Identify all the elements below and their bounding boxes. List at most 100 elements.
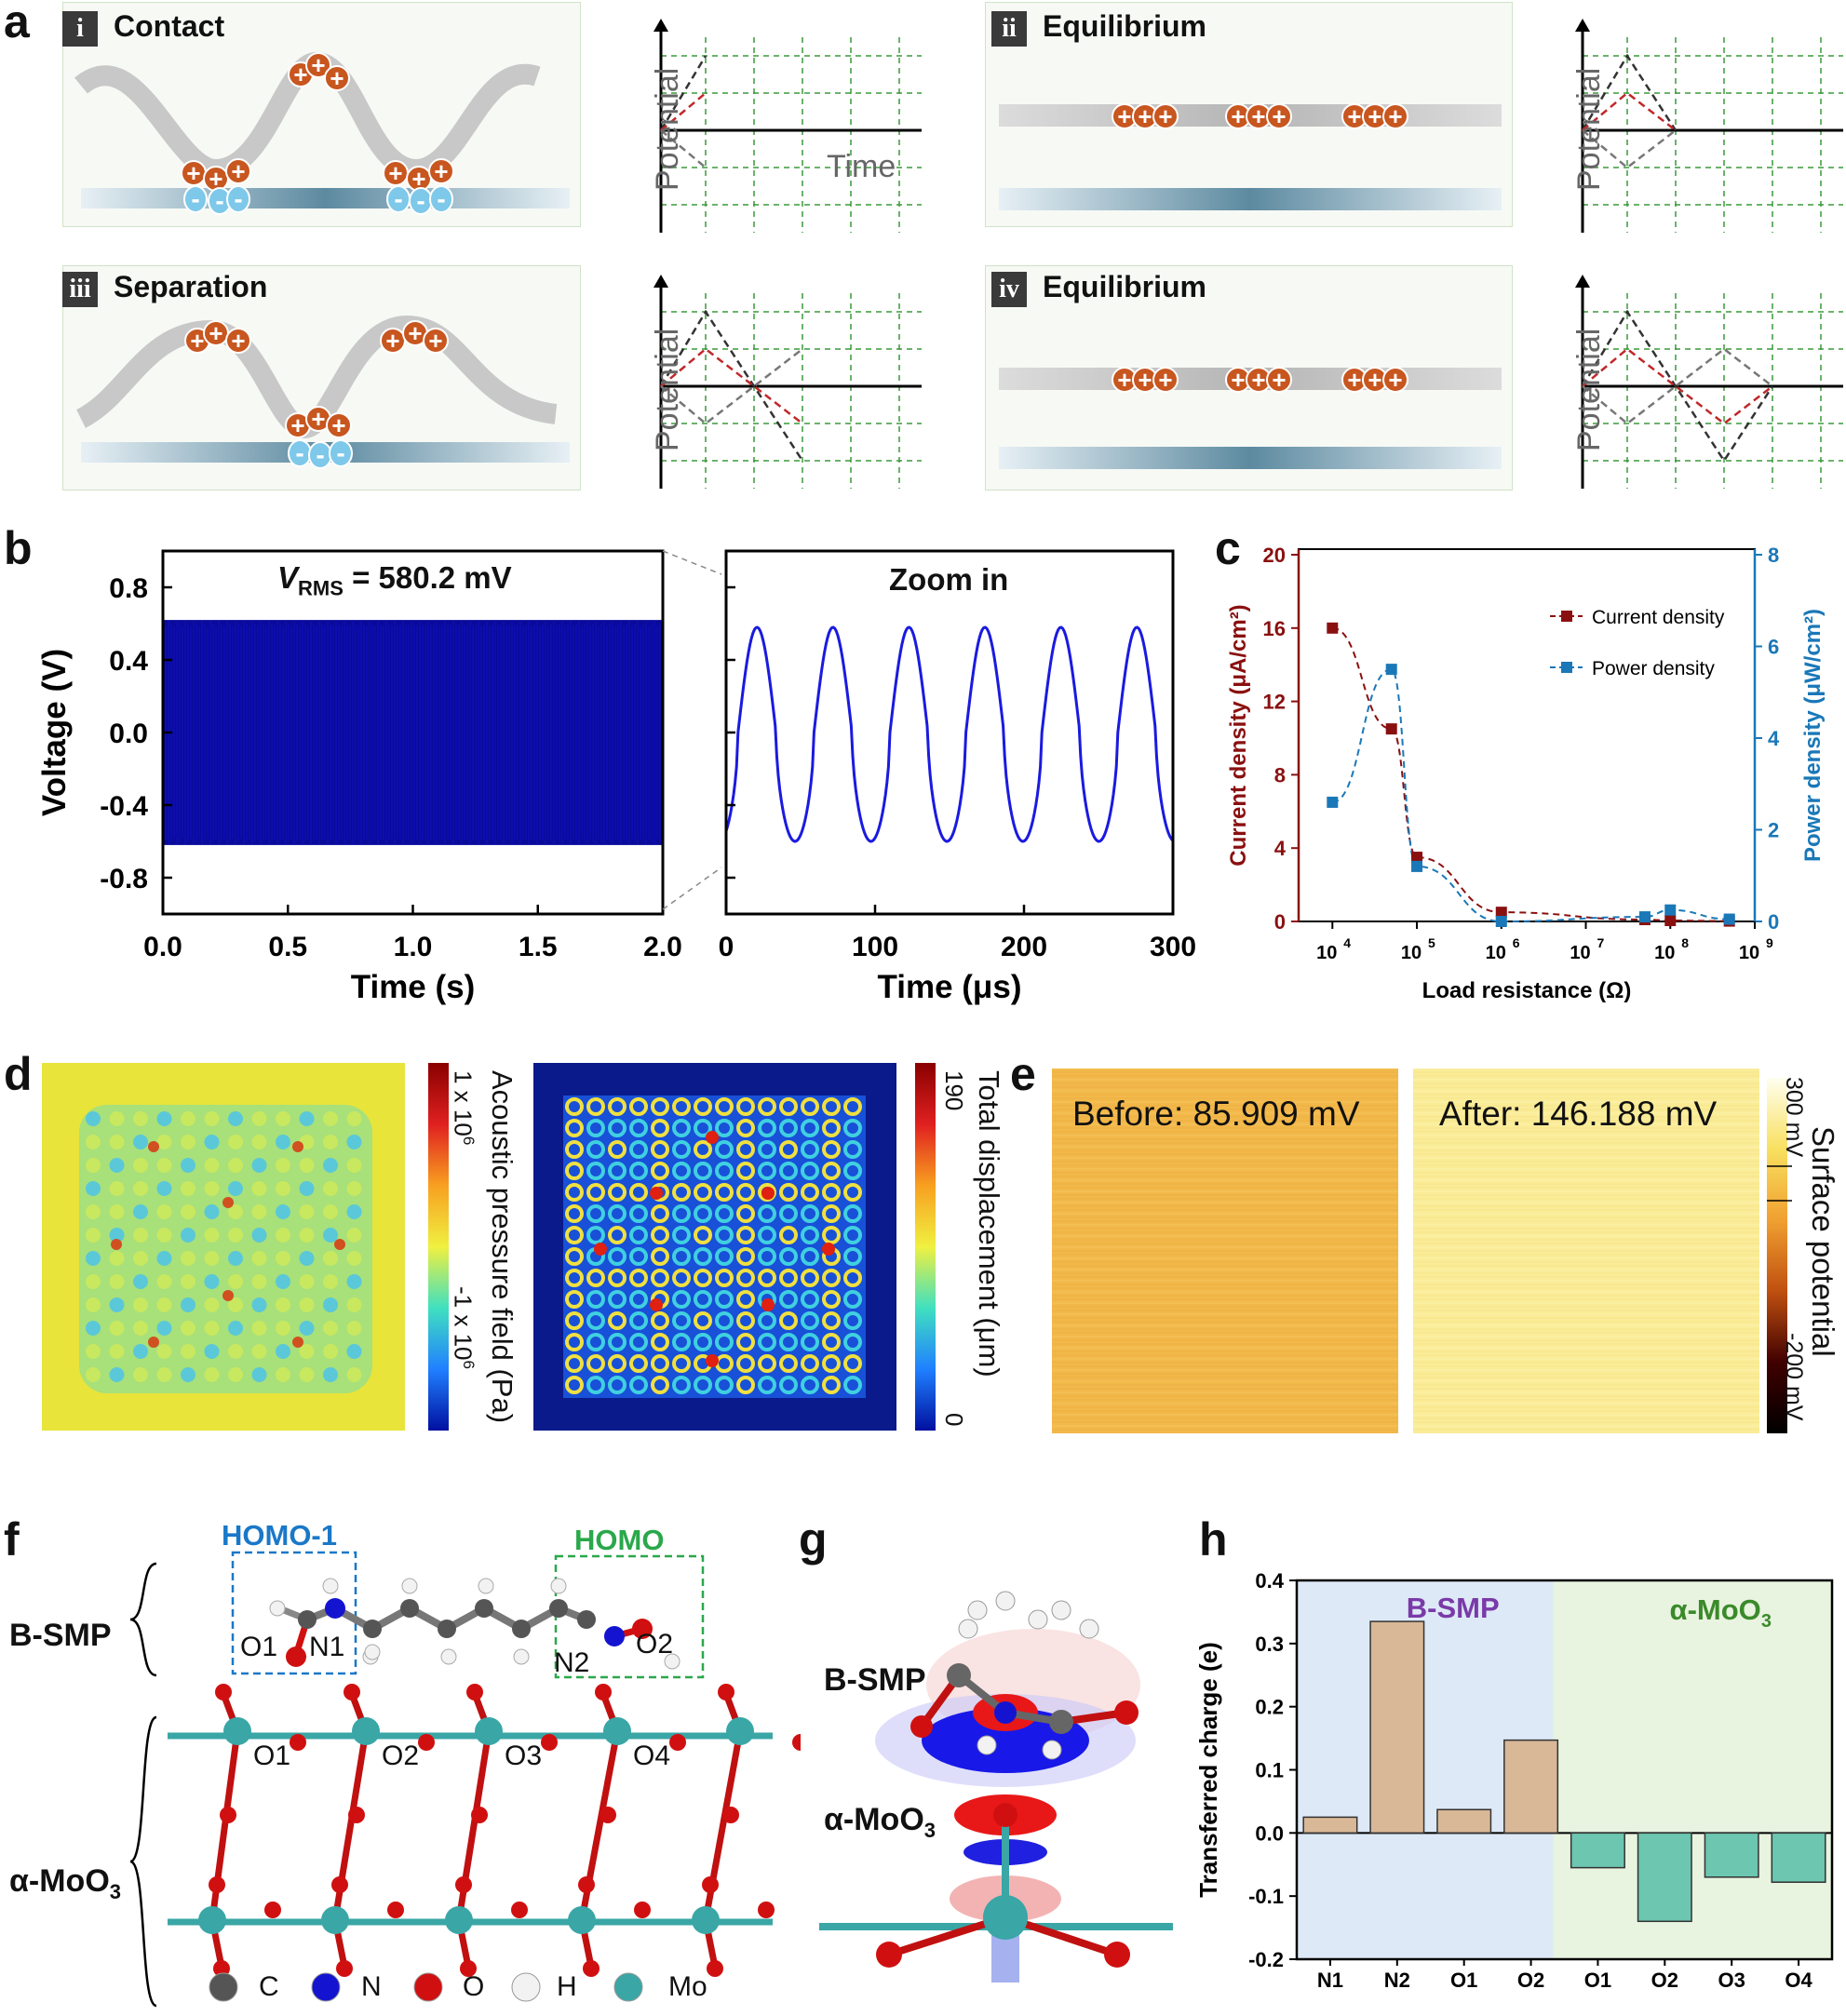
- c-x-tick-label: 10: [1570, 943, 1590, 963]
- displacement-ring: [822, 1269, 841, 1287]
- molecule-n1: [325, 1598, 345, 1619]
- displacement-ring: [565, 1311, 584, 1330]
- potential-line-dark: [1581, 309, 1774, 464]
- acoustic-spot: [204, 1344, 220, 1359]
- molecule-hydrogen-9: [364, 1644, 381, 1660]
- acoustic-spot: [346, 1297, 362, 1312]
- acoustic-spot: [276, 1158, 290, 1173]
- positive-charge-ii-5-sign: +: [1272, 102, 1286, 130]
- mo-atom-bottom-4: [692, 1906, 720, 1934]
- acoustic-spot: [228, 1111, 243, 1126]
- displacement-ring: [629, 1226, 648, 1244]
- displacement-ring: [715, 1183, 734, 1202]
- acoustic-spot: [251, 1274, 267, 1289]
- acoustic-spot: [346, 1344, 362, 1359]
- displacement-ring: [736, 1097, 755, 1116]
- displacement-ring: [758, 1333, 776, 1351]
- moo3-brace: [129, 1715, 157, 2008]
- displacement-ring: [694, 1183, 712, 1202]
- displacement-ring: [715, 1247, 734, 1266]
- acoustic-spot: [251, 1111, 267, 1126]
- c-x-tick-exp: 6: [1513, 935, 1520, 950]
- acoustic-spot: [228, 1321, 243, 1336]
- positive-charge-i-5: [428, 158, 454, 184]
- displacement-ring: [629, 1097, 648, 1116]
- homo-label: HOMO: [574, 1524, 665, 1556]
- displacement-ring: [715, 1119, 734, 1137]
- x-tick-label-right: 200: [1001, 932, 1047, 962]
- displacement-ring: [672, 1354, 691, 1373]
- molecule-hydrogen-5: [478, 1578, 494, 1594]
- displacement-ring: [586, 1140, 605, 1159]
- g-h-atom-6: [1042, 1740, 1062, 1760]
- acoustic-spot: [204, 1228, 220, 1243]
- acoustic-spot: [133, 1158, 148, 1173]
- displacement-ring: [779, 1140, 798, 1159]
- potential-plot-equilibrium-2: [1575, 275, 1843, 489]
- acoustic-spot: [204, 1297, 220, 1312]
- displacement-ring: [843, 1226, 862, 1244]
- acoustic-spot: [86, 1297, 101, 1312]
- charge-bar-1: [1369, 1620, 1425, 1835]
- equilibrium-1-illustration: [999, 104, 1502, 210]
- acoustic-spot: [181, 1297, 195, 1312]
- g-o-atom-mol-1: [1114, 1700, 1139, 1725]
- charge-category-label-1: N2: [1384, 1969, 1410, 1992]
- current-density-point-5: [1664, 915, 1677, 927]
- panel-label-a: a: [4, 0, 30, 47]
- negative-charge-i-3-sign: -: [394, 184, 402, 213]
- displacement-ring: [565, 1183, 584, 1202]
- positive-charge-i-0-sign: +: [186, 159, 200, 187]
- acoustic-pressure-bottom: -1 x 106: [449, 1286, 478, 1369]
- g-o-atom-left: [876, 1942, 902, 1968]
- acoustic-spot: [346, 1204, 362, 1219]
- c-x-tick-label: 10: [1316, 943, 1337, 963]
- panel-label-f: f: [4, 1513, 20, 1566]
- displacement-ring: [608, 1269, 627, 1287]
- positive-charge-i-top-1: [305, 52, 331, 78]
- x-tick-label-left: 0.0: [143, 932, 182, 962]
- displacement-ring: [586, 1119, 605, 1137]
- displacement-ring: [843, 1354, 862, 1373]
- acoustic-spot: [86, 1181, 101, 1196]
- displacement-ring: [565, 1354, 584, 1373]
- potential-line-dark: [659, 309, 804, 462]
- displacement-ring: [608, 1226, 627, 1244]
- positive-charge-iv-3-sign: +: [1231, 366, 1245, 394]
- displacement-ring: [694, 1097, 712, 1116]
- acoustic-spot: [251, 1181, 267, 1196]
- displacement-ring: [822, 1140, 841, 1159]
- negative-charge-i-4-sign: -: [416, 186, 424, 215]
- legend-atom-1: [311, 1972, 341, 2002]
- displacement-ring: [822, 1162, 841, 1180]
- charges-layer: + + ++ + + + + +- - - - - -+ + + + + + + + ++ + + + + ++ + +- - -+ + + +…: [181, 51, 1408, 469]
- displacement-ring: [715, 1162, 734, 1180]
- o-atom-bottom-2: [460, 1960, 477, 1977]
- panel-label-b: b: [4, 522, 33, 574]
- displacement-ring: [822, 1290, 841, 1309]
- voltage-chart: 0.8 0.4 0.0 -0.4 -0.8 0.0 0.5 1.0 1.5 2.0 Time (s)…: [36, 549, 1196, 1005]
- h-y-tick-label: 0.0: [1255, 1821, 1284, 1845]
- group-label-moo3: α-MoO3: [1670, 1593, 1772, 1632]
- legend-n-label: N: [361, 1971, 382, 2002]
- time-label: Time: [827, 149, 896, 184]
- equilibrium-2-illustration: [999, 368, 1502, 469]
- displacement-ring: [694, 1311, 712, 1330]
- displacement-hotspot-5: [761, 1187, 775, 1200]
- o-atom-bottom-4: [707, 1960, 723, 1977]
- acoustic-spot: [323, 1204, 338, 1219]
- displacement-ring: [843, 1247, 862, 1266]
- molecule-hydrogen-1: [322, 1578, 339, 1594]
- c-x-tick-label: 10: [1739, 943, 1759, 963]
- acoustic-spot: [181, 1158, 195, 1173]
- zoom-waveform: [724, 625, 1175, 843]
- surface-potential-label: Surface potential: [1806, 1126, 1840, 1357]
- mo-atom-top-3: [603, 1717, 631, 1745]
- c-x-tick-label: 10: [1401, 943, 1422, 963]
- acoustic-spot: [276, 1367, 290, 1382]
- acoustic-spot: [156, 1344, 172, 1359]
- displacement-ring: [779, 1097, 798, 1116]
- displacement-ring: [736, 1119, 755, 1137]
- acoustic-spot: [181, 1135, 195, 1149]
- current-density-point-0: [1327, 622, 1339, 634]
